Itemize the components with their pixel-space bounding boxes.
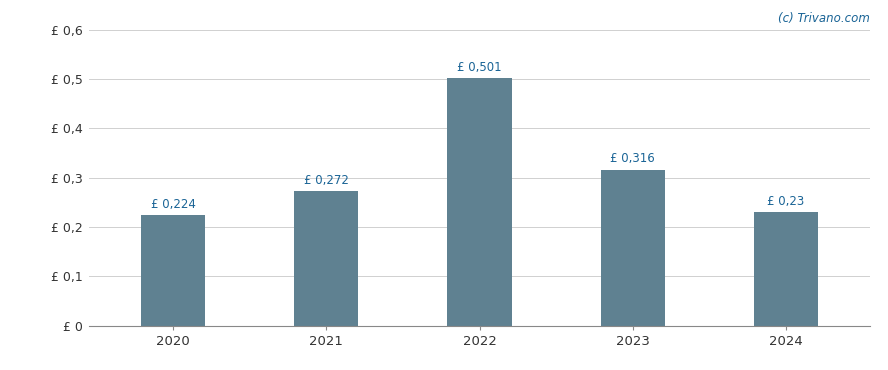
Text: £ 0,224: £ 0,224 bbox=[151, 198, 195, 211]
Text: £ 0,23: £ 0,23 bbox=[767, 195, 805, 208]
Text: £ 0,316: £ 0,316 bbox=[610, 152, 655, 165]
Text: £ 0,272: £ 0,272 bbox=[304, 174, 349, 187]
Text: £ 0,501: £ 0,501 bbox=[457, 61, 502, 74]
Bar bbox=[141, 215, 205, 326]
Bar bbox=[754, 212, 818, 326]
Bar bbox=[294, 191, 359, 326]
Bar bbox=[600, 170, 665, 326]
Bar bbox=[448, 78, 511, 326]
Text: (c) Trivano.com: (c) Trivano.com bbox=[779, 12, 870, 25]
